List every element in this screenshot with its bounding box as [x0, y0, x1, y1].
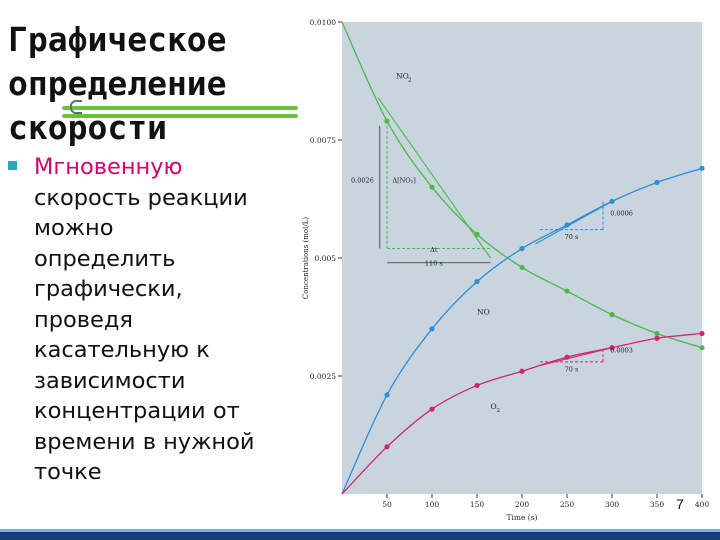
series-label-o2-sub: 2: [497, 408, 501, 414]
x-tick-label: 50: [382, 500, 392, 509]
concentration-chart: 0.0025 0.005 0.0075 0.0100 50 100 150 200 250 300…: [298, 12, 712, 526]
bullet-text: Мгновенную скорость реакции можно опреде…: [8, 152, 288, 488]
title-line-2: определение: [8, 64, 227, 103]
x-tick-label: 300: [605, 500, 620, 509]
body-line: проведя: [34, 306, 133, 333]
bullet-square-icon: [8, 161, 17, 170]
chart-svg: 0.0025 0.005 0.0075 0.0100 50 100 150 200 250 300…: [302, 18, 710, 522]
data-point-no2: [384, 118, 390, 124]
series-label-no: NO: [477, 308, 490, 317]
body-line: скорость реакции: [34, 184, 248, 211]
data-point-o2: [429, 406, 435, 412]
data-point-no2: [474, 231, 480, 237]
data-point-no2: [654, 330, 660, 337]
data-point-o2: [699, 330, 705, 337]
data-point-no2: [699, 345, 705, 351]
data-point-no2: [519, 264, 525, 271]
title-line-1: Графическое: [8, 20, 227, 59]
tangent-line-no: [535, 200, 613, 245]
series-label-o2: O: [491, 402, 497, 411]
bottom-accent-line: [0, 529, 720, 532]
data-point-no2: [429, 184, 435, 190]
y-tick-label: 0.0075: [310, 136, 336, 145]
series-label-no2-sub: 2: [408, 78, 412, 84]
data-point-no: [699, 165, 705, 171]
data-point-o2: [654, 335, 660, 341]
data-point-no: [609, 198, 615, 204]
annotation-dno2-value: 0.0026: [351, 176, 374, 184]
y-tick-label: 0.0100: [310, 18, 336, 27]
data-point-o2: [384, 444, 390, 450]
annotation-no-rise: 0.0006: [610, 210, 633, 218]
tangent-line-o2: [535, 347, 613, 368]
title-decoration-line: [62, 106, 298, 110]
x-tick-label: 350: [650, 500, 665, 509]
title-line-3: скорости: [8, 108, 167, 147]
x-tick-label: 200: [515, 500, 530, 509]
body-line: концентрации от: [34, 398, 240, 424]
annotation-dt-label: Δt: [430, 246, 438, 254]
data-point-no: [654, 179, 660, 186]
data-point-no: [519, 245, 525, 252]
x-tick-label: 400: [695, 500, 710, 509]
tangent-line-no2: [377, 97, 491, 259]
body-line: времени в нужной: [34, 428, 255, 455]
annotation-dno2-label: Δ[NO₂]: [392, 176, 415, 184]
body-line: касательную к: [34, 337, 210, 363]
body-line: определить: [34, 245, 176, 272]
data-point-no: [564, 222, 570, 228]
annotation-o2-run: 70 s: [565, 365, 579, 373]
data-point-no: [384, 392, 390, 398]
data-point-no: [429, 326, 435, 332]
body-line: Мгновенную: [34, 154, 183, 180]
data-point-o2: [474, 382, 480, 389]
y-axis-label: Concentrations (mol/L): [302, 217, 310, 299]
series-label-no2: NO: [396, 72, 409, 81]
annotation-o2-rise: 0.0003: [610, 346, 633, 354]
annotation-no-run: 70 s: [565, 233, 579, 241]
body-line: зависимости: [34, 367, 186, 394]
title-decoration-line-2: [62, 114, 298, 118]
y-tick-label: 0.0025: [310, 372, 336, 381]
data-point-no2: [564, 288, 570, 294]
y-tick-label: 0.005: [315, 254, 337, 263]
annotation-dt-value: 110 s: [425, 260, 443, 268]
data-point-o2: [519, 368, 525, 374]
body-line: точке: [34, 459, 102, 485]
x-tick-label: 150: [470, 500, 485, 509]
page-number: 7: [676, 496, 684, 512]
data-point-no: [474, 279, 480, 285]
body-line: можно: [34, 215, 114, 241]
body-line: графически,: [34, 276, 183, 302]
x-axis-label: Time (s): [506, 513, 537, 522]
plot-area: [342, 22, 702, 494]
slide-title: Графическое определение скорости: [8, 18, 298, 150]
data-point-no2: [609, 312, 615, 318]
x-tick-label: 250: [560, 500, 575, 509]
bottom-bar: [0, 532, 720, 540]
x-tick-label: 100: [425, 500, 440, 509]
title-decoration-hook: [70, 100, 82, 114]
